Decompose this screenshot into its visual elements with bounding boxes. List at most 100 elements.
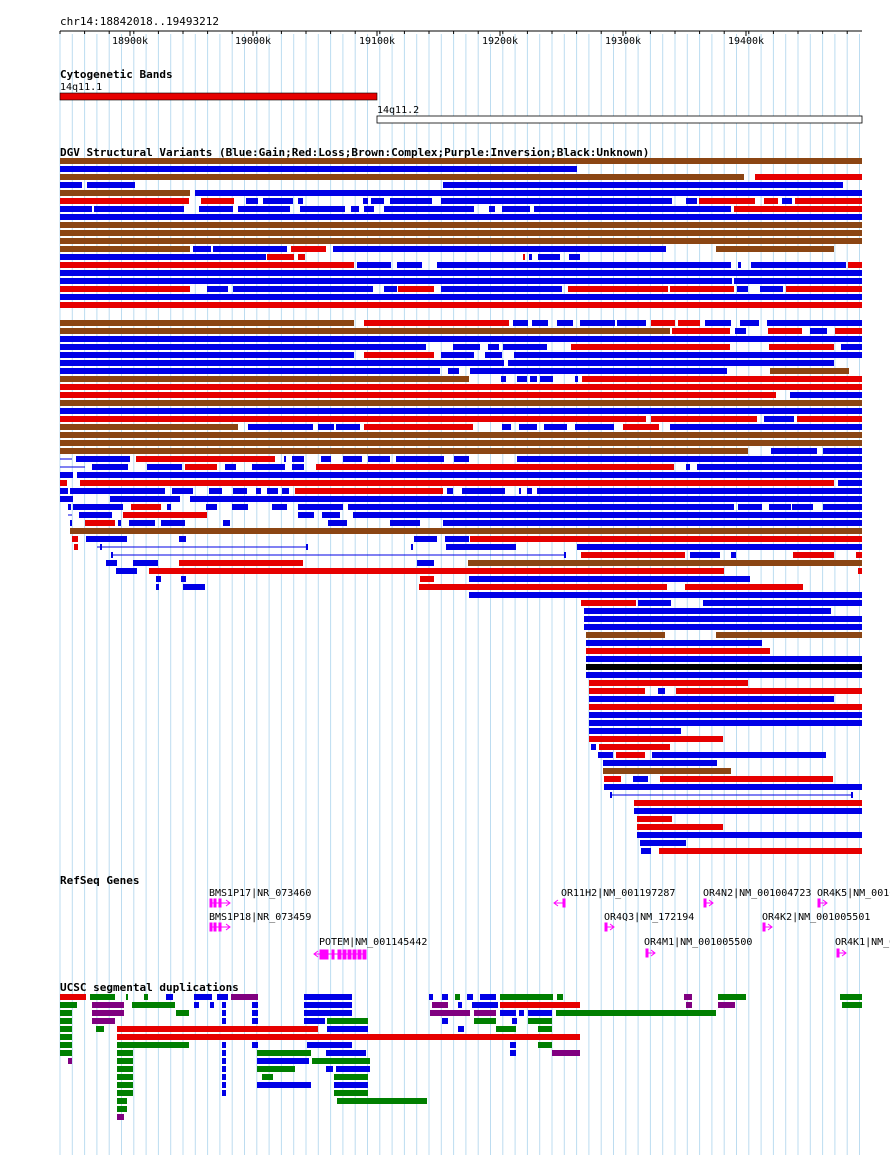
dgv-variant[interactable] <box>351 206 359 212</box>
segdup-feature[interactable] <box>222 1082 226 1088</box>
dgv-variant[interactable] <box>651 320 675 326</box>
segdup-feature[interactable] <box>496 1026 516 1032</box>
band-14q11-1[interactable] <box>59 92 378 101</box>
dgv-variant[interactable] <box>116 568 137 574</box>
dgv-variant[interactable] <box>448 368 459 374</box>
dgv-variant[interactable] <box>201 198 234 204</box>
dgv-variant[interactable] <box>760 286 783 292</box>
segdup-feature[interactable] <box>552 1050 580 1056</box>
dgv-variant[interactable] <box>454 456 469 462</box>
dgv-variant[interactable] <box>514 352 862 358</box>
segdup-feature[interactable] <box>326 1066 333 1072</box>
dgv-variant[interactable] <box>699 198 755 204</box>
dgv-variant[interactable] <box>291 246 326 252</box>
dgv-variant[interactable] <box>527 488 532 494</box>
dgv-variant[interactable] <box>582 376 862 382</box>
dgv-variant[interactable] <box>603 768 731 774</box>
dgv-variant[interactable] <box>823 448 862 454</box>
dgv-variant[interactable] <box>447 488 453 494</box>
dgv-variant[interactable] <box>411 544 413 550</box>
dgv-variant[interactable] <box>769 344 834 350</box>
dgv-variant[interactable] <box>316 464 674 470</box>
gene-or4k1[interactable] <box>836 948 847 958</box>
segdup-feature[interactable] <box>117 1106 127 1112</box>
dgv-variant[interactable] <box>94 206 184 212</box>
dgv-variant[interactable] <box>179 536 186 542</box>
segdup-feature[interactable] <box>474 1018 496 1024</box>
dgv-variant[interactable] <box>523 254 525 260</box>
dgv-variant[interactable] <box>292 456 304 462</box>
dgv-variant[interactable] <box>589 688 645 694</box>
dgv-variant[interactable] <box>70 528 862 534</box>
segdup-feature[interactable] <box>718 1002 735 1008</box>
dgv-variant[interactable] <box>60 286 190 292</box>
dgv-variant[interactable] <box>589 728 681 734</box>
dgv-variant[interactable] <box>60 214 862 220</box>
dgv-variant[interactable] <box>60 320 354 326</box>
dgv-variant[interactable] <box>848 262 862 268</box>
dgv-variant[interactable] <box>610 792 612 798</box>
segdup-feature[interactable] <box>176 1010 189 1016</box>
dgv-variant[interactable] <box>111 552 113 558</box>
dgv-variant[interactable] <box>501 376 506 382</box>
segdup-feature[interactable] <box>117 1042 189 1048</box>
segdup-feature[interactable] <box>432 1002 448 1008</box>
dgv-variant[interactable] <box>364 320 509 326</box>
dgv-variant[interactable] <box>60 496 73 502</box>
segdup-feature[interactable] <box>312 1058 370 1064</box>
dgv-variant[interactable] <box>60 448 748 454</box>
dgv-variant[interactable] <box>353 512 862 518</box>
segdup-feature[interactable] <box>117 1058 133 1064</box>
segdup-feature[interactable] <box>117 1026 318 1032</box>
dgv-variant[interactable] <box>60 166 577 172</box>
dgv-variant[interactable] <box>470 536 862 542</box>
segdup-feature[interactable] <box>307 1042 352 1048</box>
dgv-variant[interactable] <box>233 488 247 494</box>
dgv-variant[interactable] <box>581 600 636 606</box>
segdup-feature[interactable] <box>512 1018 517 1024</box>
dgv-variant[interactable] <box>584 608 831 614</box>
segdup-feature[interactable] <box>60 1042 72 1048</box>
dgv-variant[interactable] <box>660 776 833 782</box>
dgv-variant[interactable] <box>856 552 862 558</box>
dgv-variant[interactable] <box>232 504 248 510</box>
dgv-variant[interactable] <box>599 744 670 750</box>
dgv-variant[interactable] <box>575 376 578 382</box>
segdup-feature[interactable] <box>252 1002 258 1008</box>
segdup-feature[interactable] <box>519 1010 524 1016</box>
dgv-variant[interactable] <box>586 656 862 662</box>
dgv-variant[interactable] <box>841 344 862 350</box>
dgv-variant[interactable] <box>298 512 314 518</box>
dgv-variant[interactable] <box>638 600 671 606</box>
dgv-variant[interactable] <box>690 552 720 558</box>
dgv-variant[interactable] <box>398 286 434 292</box>
dgv-variant[interactable] <box>685 584 803 590</box>
dgv-variant[interactable] <box>697 464 862 470</box>
dgv-variant[interactable] <box>586 648 770 654</box>
dgv-variant[interactable] <box>60 416 646 422</box>
gene-or4k5[interactable] <box>817 898 828 908</box>
dgv-variant[interactable] <box>503 344 547 350</box>
dgv-variant[interactable] <box>575 424 614 430</box>
dgv-variant[interactable] <box>295 488 443 494</box>
segdup-feature[interactable] <box>222 1066 226 1072</box>
segdup-feature[interactable] <box>117 1098 127 1104</box>
dgv-variant[interactable] <box>60 352 354 358</box>
dgv-variant[interactable] <box>60 384 862 390</box>
dgv-variant[interactable] <box>298 504 343 510</box>
dgv-variant[interactable] <box>86 536 127 542</box>
segdup-feature[interactable] <box>117 1066 133 1072</box>
segdup-feature[interactable] <box>430 1010 470 1016</box>
dgv-variant[interactable] <box>60 360 504 366</box>
segdup-feature[interactable] <box>117 1114 124 1120</box>
segdup-feature[interactable] <box>538 1026 552 1032</box>
dgv-variant[interactable] <box>123 512 207 518</box>
dgv-variant[interactable] <box>755 174 862 180</box>
dgv-variant[interactable] <box>468 560 862 566</box>
dgv-variant[interactable] <box>343 456 362 462</box>
dgv-variant[interactable] <box>183 584 205 590</box>
dgv-variant[interactable] <box>637 832 862 838</box>
dgv-variant[interactable] <box>738 262 741 268</box>
dgv-variant[interactable] <box>770 368 849 374</box>
segdup-feature[interactable] <box>60 994 86 1000</box>
